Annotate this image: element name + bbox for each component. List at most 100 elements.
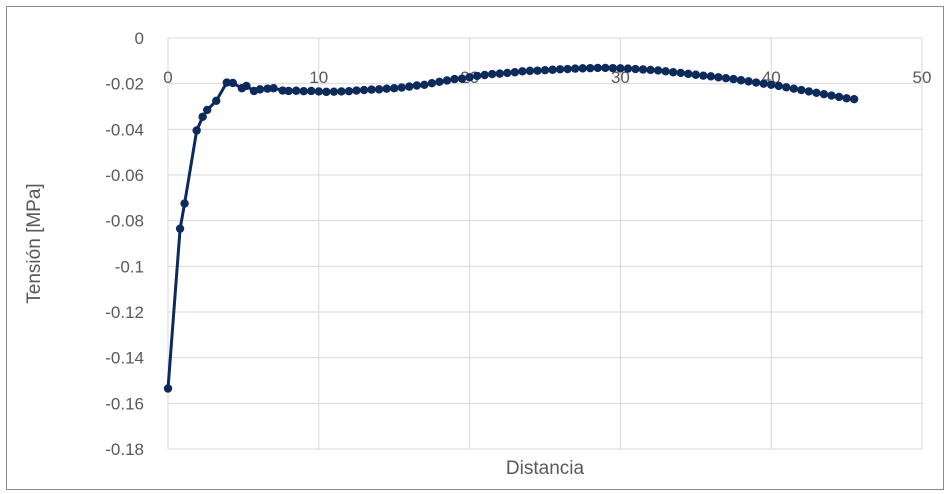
x-axis-title: Distancia	[506, 458, 585, 479]
data-point	[175, 224, 185, 233]
data-point	[359, 85, 369, 95]
data-point	[751, 78, 761, 87]
data-point	[518, 67, 527, 76]
data-point	[412, 81, 422, 90]
data-point	[488, 69, 497, 79]
data-point	[284, 86, 293, 96]
data-point	[819, 89, 829, 99]
data-point	[503, 68, 512, 78]
y-tick-label: -0.1	[115, 257, 144, 276]
data-point	[631, 64, 640, 74]
data-point	[269, 84, 278, 93]
data-point	[329, 87, 339, 96]
series-line	[166, 66, 855, 389]
data-point	[616, 64, 625, 73]
data-point	[736, 76, 746, 85]
data-point	[457, 74, 467, 83]
data-point	[314, 87, 323, 96]
data-point	[714, 73, 723, 82]
data-point	[729, 74, 738, 84]
data-point	[405, 82, 414, 91]
data-point	[668, 68, 678, 77]
data-point	[570, 64, 580, 73]
y-tick-label: -0.06	[105, 166, 144, 185]
data-point	[222, 78, 232, 87]
y-tick-label: 0	[135, 29, 144, 48]
data-point	[337, 87, 346, 96]
data-point	[390, 84, 399, 93]
data-point	[797, 85, 806, 95]
data-point	[601, 63, 610, 73]
data-point	[472, 71, 482, 81]
data-point	[427, 79, 437, 88]
data-point	[676, 68, 685, 78]
data-point	[344, 87, 354, 96]
data-point	[578, 64, 587, 73]
data-point	[782, 83, 791, 92]
y-tick-label: -0.12	[105, 303, 144, 322]
data-point	[374, 85, 384, 94]
data-point	[299, 87, 308, 96]
data-point	[255, 85, 265, 94]
data-point	[721, 73, 731, 83]
series-layer	[163, 63, 859, 393]
data-point	[242, 81, 251, 91]
data-point	[653, 66, 663, 75]
grid-layer	[167, 37, 923, 450]
data-point	[192, 126, 201, 135]
data-point	[263, 84, 272, 93]
data-point	[789, 84, 799, 93]
y-tick-label: -0.14	[105, 349, 144, 368]
x-tick-label: 10	[309, 68, 328, 87]
data-point	[228, 78, 238, 88]
y-axis-title: Tensión [MPa]	[24, 183, 45, 303]
data-point	[548, 65, 557, 74]
data-point	[593, 63, 602, 73]
data-point	[163, 384, 173, 393]
data-point	[555, 65, 565, 74]
y-tick-label: -0.16	[105, 394, 144, 413]
data-point	[465, 73, 474, 82]
data-point	[352, 86, 361, 95]
data-point	[638, 65, 648, 74]
x-tick-label: 30	[611, 68, 630, 87]
data-point	[367, 85, 376, 94]
data-point	[646, 65, 655, 75]
data-point	[180, 199, 189, 208]
y-tick-label: -0.02	[105, 75, 144, 94]
data-point	[827, 91, 836, 100]
data-point	[420, 80, 429, 90]
data-point	[623, 64, 633, 73]
data-point	[691, 70, 700, 79]
data-point	[849, 94, 859, 104]
data-point	[842, 94, 851, 103]
data-point	[759, 79, 768, 88]
data-point	[382, 84, 391, 93]
data-point	[212, 96, 221, 105]
y-tick-label: -0.18	[105, 440, 144, 459]
data-point	[774, 81, 783, 91]
data-point	[812, 88, 821, 98]
data-point	[307, 86, 316, 96]
data-point	[510, 68, 520, 77]
data-point	[450, 74, 459, 84]
data-point	[586, 63, 595, 73]
data-point	[533, 66, 542, 75]
data-point	[198, 112, 207, 121]
data-point	[291, 86, 301, 95]
y-tick-label: -0.08	[105, 212, 144, 231]
data-point	[684, 69, 693, 79]
data-point	[563, 64, 572, 74]
data-point	[442, 76, 452, 85]
data-point	[699, 71, 708, 80]
data-point	[767, 80, 776, 90]
x-tick-label: 0	[163, 68, 172, 87]
data-point	[278, 86, 287, 95]
data-point	[706, 72, 716, 81]
data-point	[834, 92, 844, 102]
data-point	[744, 77, 753, 86]
data-point	[397, 83, 406, 92]
data-point	[435, 77, 444, 87]
data-point	[540, 65, 550, 75]
